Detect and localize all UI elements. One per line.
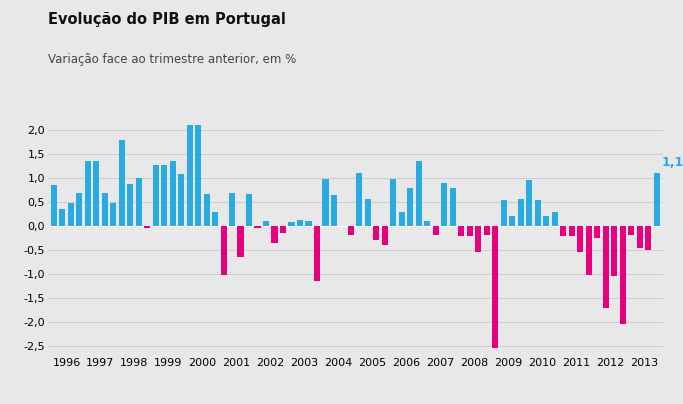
Bar	[212, 212, 218, 226]
Bar	[594, 226, 600, 238]
Bar	[246, 194, 252, 226]
Bar	[144, 226, 150, 228]
Bar	[492, 226, 499, 348]
Bar	[229, 193, 235, 226]
Bar	[152, 165, 158, 226]
Bar	[645, 226, 651, 250]
Bar	[288, 222, 294, 226]
Bar	[357, 173, 363, 226]
Bar	[119, 141, 125, 226]
Bar	[102, 193, 108, 226]
Bar	[59, 209, 66, 226]
Text: Variação face ao trimestre anterior, em %: Variação face ao trimestre anterior, em …	[48, 53, 296, 65]
Bar	[628, 226, 634, 235]
Bar	[204, 194, 210, 226]
Text: Evolução do PIB em Portugal: Evolução do PIB em Portugal	[48, 12, 285, 27]
Bar	[543, 216, 549, 226]
Bar	[407, 189, 413, 226]
Bar	[255, 226, 261, 228]
Bar	[322, 179, 329, 226]
Bar	[509, 216, 515, 226]
Bar	[161, 165, 167, 226]
Bar	[374, 226, 380, 240]
Bar	[518, 198, 524, 226]
Bar	[501, 200, 507, 226]
Bar	[314, 226, 320, 281]
Bar	[68, 203, 74, 226]
Bar	[186, 125, 193, 226]
Bar	[221, 226, 227, 275]
Bar	[390, 179, 396, 226]
Bar	[577, 226, 583, 252]
Bar	[136, 178, 141, 226]
Bar	[458, 226, 464, 236]
Bar	[433, 226, 439, 235]
Bar	[416, 161, 422, 226]
Bar	[602, 226, 609, 307]
Bar	[238, 226, 244, 257]
Bar	[169, 161, 176, 226]
Bar	[263, 221, 269, 226]
Bar	[585, 226, 591, 275]
Bar	[365, 198, 371, 226]
Bar	[399, 212, 405, 226]
Bar	[466, 226, 473, 236]
Bar	[560, 226, 566, 236]
Bar	[195, 125, 201, 226]
Bar	[619, 226, 626, 324]
Bar	[178, 174, 184, 226]
Bar	[76, 193, 82, 226]
Bar	[382, 226, 388, 245]
Bar	[526, 180, 532, 226]
Bar	[552, 213, 558, 226]
Bar	[280, 226, 286, 233]
Bar	[637, 226, 643, 248]
Bar	[611, 226, 617, 276]
Bar	[348, 226, 354, 235]
Bar	[331, 195, 337, 226]
Bar	[475, 226, 482, 252]
Bar	[449, 187, 456, 226]
Bar	[441, 183, 447, 226]
Bar	[569, 226, 574, 236]
Bar	[424, 221, 430, 226]
Bar	[127, 184, 133, 226]
Bar	[85, 161, 91, 226]
Bar	[297, 220, 303, 226]
Text: 1,1%: 1,1%	[661, 156, 683, 169]
Bar	[484, 226, 490, 235]
Bar	[51, 185, 57, 226]
Bar	[271, 226, 277, 243]
Bar	[110, 203, 116, 226]
Bar	[654, 173, 660, 226]
Bar	[535, 200, 541, 226]
Bar	[305, 221, 311, 226]
Bar	[93, 161, 99, 226]
